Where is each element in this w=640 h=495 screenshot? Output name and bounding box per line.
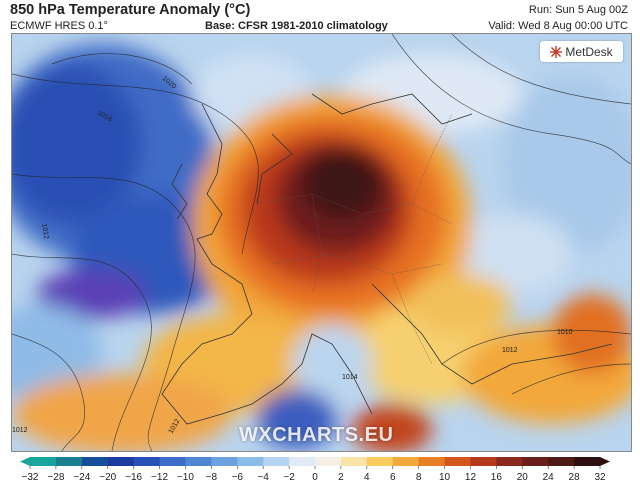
country-borders	[256, 113, 453, 365]
wxcharts-watermark: WXCHARTS.EU	[239, 424, 394, 446]
colorbar-tick-label: −8	[206, 472, 218, 483]
metdesk-star-icon	[550, 45, 563, 58]
colorbar-segment	[107, 457, 135, 466]
colorbar-tick-label: −24	[73, 472, 90, 483]
isobar-label: 1012	[40, 223, 50, 240]
colorbar-segment	[81, 457, 109, 466]
colorbar-svg: −32 −28 −24 −20 −16 −12 −10 −8 −6 −4 −2 0 2 4 6 8 10 12 16…	[20, 457, 610, 483]
colorbar-tick-label: −28	[47, 472, 64, 483]
colorbar-tick-label: −32	[22, 472, 39, 483]
colorbar-tick-label: 12	[465, 472, 477, 483]
colorbar-segment	[548, 457, 575, 466]
colorbar-tick-label: 8	[416, 472, 422, 483]
chart-title: 850 hPa Temperature Anomaly (°C)	[10, 2, 251, 18]
colorbar-tick-label: 0	[312, 472, 318, 483]
anomaly-map[interactable]: 1020 1016 1012 1012 1012 1010 1014 1012	[11, 33, 632, 452]
colorbar-segment	[444, 457, 471, 466]
isobar-label: 1012	[12, 427, 28, 434]
isobar-label: 1014	[342, 374, 358, 381]
colorbar-tick-label: −16	[125, 472, 142, 483]
isobar-label: 1012	[502, 347, 518, 354]
isobar-label: 1010	[557, 329, 573, 336]
colorbar-right-arrow	[600, 457, 610, 466]
colorbar-segment	[496, 457, 523, 466]
colorbar-segment	[366, 457, 394, 466]
colorbar-segment	[263, 457, 290, 466]
metdesk-logo[interactable]: MetDesk	[540, 41, 623, 62]
colorbar-segment	[315, 457, 342, 466]
climatology-base-label: Base: CFSR 1981-2010 climatology	[205, 20, 388, 32]
colorbar-segment	[392, 457, 420, 466]
colorbar-segment	[133, 457, 161, 466]
colorbar-segment	[185, 457, 212, 466]
colorbar-segment	[418, 457, 446, 466]
colorbar-segment	[522, 457, 549, 466]
colorbar-tick-label: −6	[232, 472, 244, 483]
valid-time-label: Valid: Wed 8 Aug 00:00 UTC	[488, 20, 628, 32]
colorbar: −32 −28 −24 −20 −16 −12 −10 −8 −6 −4 −2 0 2 4 6 8 10 12 16…	[0, 452, 640, 490]
colorbar-tick-label: −20	[99, 472, 116, 483]
colorbar-segment	[55, 457, 83, 466]
model-label: ECMWF HRES 0.1°	[10, 20, 108, 32]
colorbar-tick-label: −12	[151, 472, 168, 483]
map-svg: 1020 1016 1012 1012 1012 1010 1014 1012	[12, 34, 631, 451]
colorbar-tick-label: 6	[390, 472, 396, 483]
colorbar-segment	[340, 457, 368, 466]
colorbar-segment	[237, 457, 264, 466]
colorbar-tick-label: 10	[439, 472, 451, 483]
colorbar-tick-label: 24	[543, 472, 555, 483]
colorbar-tick-label: 16	[491, 472, 503, 483]
colorbar-tick-label: −10	[177, 472, 194, 483]
colorbar-segment	[574, 457, 601, 466]
colorbar-segment	[470, 457, 497, 466]
colorbar-segment	[289, 457, 316, 466]
colorbar-tick-label: 28	[569, 472, 581, 483]
colorbar-tick-label: 4	[364, 472, 370, 483]
colorbar-left-arrow	[20, 457, 30, 466]
colorbar-tick-label: −4	[257, 472, 269, 483]
colorbar-segment	[159, 457, 186, 466]
colorbar-tick-label: 20	[517, 472, 529, 483]
colorbar-tick-label: 32	[594, 472, 606, 483]
colorbar-tick-label: −2	[283, 472, 295, 483]
coastlines	[161, 93, 613, 425]
anomaly-field	[12, 44, 631, 451]
isobars	[12, 34, 631, 451]
colorbar-segment	[211, 457, 238, 466]
metdesk-logo-text: MetDesk	[565, 44, 613, 59]
chart-header: 850 hPa Temperature Anomaly (°C) ECMWF H…	[0, 0, 640, 34]
colorbar-segment	[30, 457, 57, 466]
run-time-label: Run: Sun 5 Aug 00Z	[528, 4, 628, 16]
colorbar-tick-label: 2	[338, 472, 344, 483]
